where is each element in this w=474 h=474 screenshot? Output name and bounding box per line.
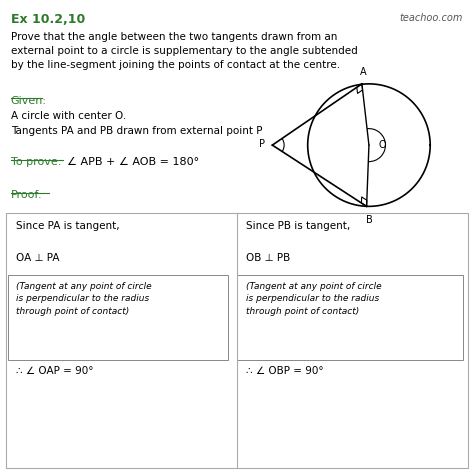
Text: Given:: Given: (11, 96, 47, 106)
Text: Proof:: Proof: (11, 190, 43, 200)
Text: (Tangent at any point of circle
is perpendicular to the radius
through point of : (Tangent at any point of circle is perpe… (246, 282, 382, 316)
Text: Since PB is tangent,: Since PB is tangent, (246, 220, 351, 230)
Text: ∴ ∠ OAP = 90°: ∴ ∠ OAP = 90° (16, 365, 93, 375)
Text: teachoo.com: teachoo.com (400, 13, 463, 23)
Text: O: O (378, 140, 386, 150)
Text: OA ⊥ PA: OA ⊥ PA (16, 254, 59, 264)
Text: Since PA is tangent,: Since PA is tangent, (16, 220, 119, 230)
Text: ∠ APB + ∠ AOB = 180°: ∠ APB + ∠ AOB = 180° (67, 157, 200, 167)
Text: To prove:: To prove: (11, 157, 61, 167)
Text: Tangents PA and PB drawn from external point P: Tangents PA and PB drawn from external p… (11, 126, 262, 136)
Text: A: A (359, 67, 366, 77)
Text: ∴ ∠ OBP = 90°: ∴ ∠ OBP = 90° (246, 365, 324, 375)
Text: P: P (259, 139, 265, 149)
Text: B: B (365, 215, 372, 225)
Text: OB ⊥ PB: OB ⊥ PB (246, 254, 291, 264)
Text: A circle with center O.: A circle with center O. (11, 111, 126, 121)
Text: (Tangent at any point of circle
is perpendicular to the radius
through point of : (Tangent at any point of circle is perpe… (16, 282, 151, 316)
Text: Ex 10.2,10: Ex 10.2,10 (11, 13, 85, 26)
Text: Prove that the angle between the two tangents drawn from an
external point to a : Prove that the angle between the two tan… (11, 32, 357, 70)
